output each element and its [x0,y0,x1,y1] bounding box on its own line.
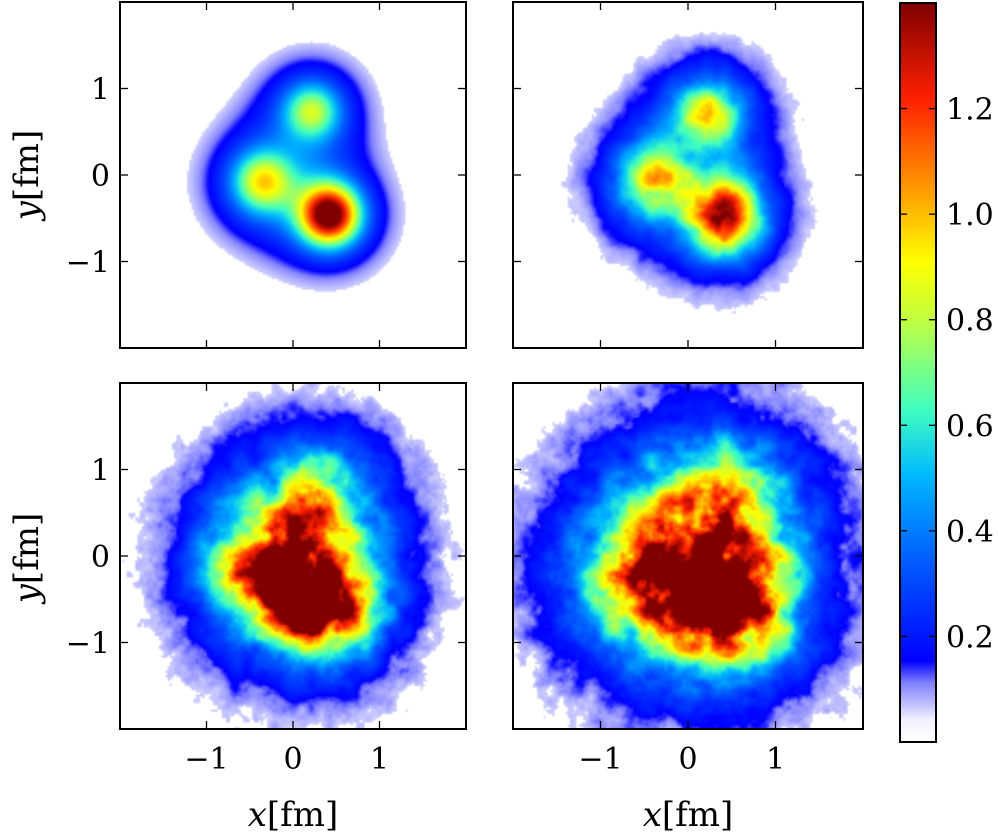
x-tick-label: 1 [370,742,389,777]
colorbar-gradient [899,2,937,743]
colorbar-tick-label: 0.2 [946,620,994,655]
y-tick-label: 0 [91,159,110,194]
y-axis-label-bottom: y[fm] [7,513,47,606]
colorbar-tick-label: 0.8 [946,304,994,339]
x-tick-label: 0 [678,742,697,777]
y-tick-label: −1 [66,627,110,662]
x-axis-label-left: x[fm] [248,795,339,835]
x-tick-label: 0 [283,742,302,777]
panel-bottom-right: −1 0 1 [512,382,864,777]
colorbar-tick-label: 0.4 [946,515,994,550]
y-tick-label: 0 [91,540,110,575]
x-axis-label-right: x[fm] [643,795,734,835]
y-axis-label-top: y[fm] [7,130,47,223]
y-tick-label: 1 [91,73,110,108]
colorbar-tick-label: 0.6 [946,409,994,444]
x-tick-label: −1 [578,742,622,777]
x-tick-label: 1 [766,742,785,777]
y-tick-label: −1 [66,246,110,281]
density-map [513,2,863,348]
panel-top-left: −1 0 1 [66,1,467,349]
density-map [120,2,466,348]
density-map [513,383,863,729]
svg-text:y[fm]: y[fm] [7,513,47,606]
y-tick-label: 1 [91,454,110,489]
panel-bottom-left: −1 0 1 −1 0 1 [66,382,467,777]
colorbar-tick-label: 1.0 [946,198,994,233]
panel-top-right [512,1,864,349]
svg-text:y[fm]: y[fm] [7,130,47,223]
density-map [120,383,466,729]
colorbar-ticks: 0.2 0.4 0.6 0.8 1.0 1.2 [900,93,994,655]
colorbar: 0.2 0.4 0.6 0.8 1.0 1.2 [899,2,994,743]
x-tick-label: −1 [184,742,228,777]
colorbar-tick-label: 1.2 [946,93,994,128]
